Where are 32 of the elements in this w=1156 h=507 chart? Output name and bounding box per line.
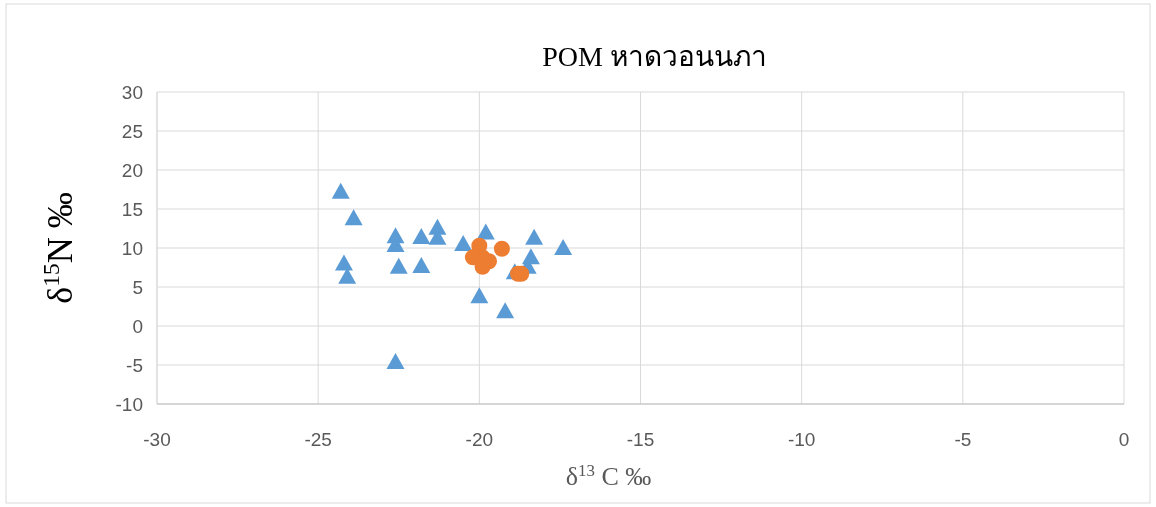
x-tick-label: -20 (465, 429, 494, 450)
point (412, 228, 431, 245)
point (470, 287, 489, 304)
chart-title: POM หาดวอนนภา (542, 41, 767, 72)
point (386, 352, 405, 369)
y-tick-label: 0 (132, 316, 143, 337)
point (454, 235, 473, 252)
point (525, 228, 544, 245)
x-axis-title: δ$^{13}$ C ‰ (565, 460, 652, 491)
point (496, 302, 515, 319)
y-tick-label: -5 (126, 355, 143, 376)
point (344, 209, 363, 226)
point (331, 182, 350, 199)
y-tick-label: 25 (121, 121, 143, 142)
y-tick-label: 10 (121, 238, 143, 259)
x-tick-label: -30 (143, 429, 171, 450)
y-tick-label: 30 (121, 82, 143, 103)
y-tick-label: 15 (121, 199, 143, 220)
point (554, 239, 573, 255)
point (476, 223, 495, 240)
y-tick-label: 5 (132, 277, 143, 298)
y-tick-label: -10 (115, 394, 143, 415)
point (389, 257, 408, 274)
x-tick-label: -5 (954, 429, 972, 450)
x-tick-label: -15 (626, 429, 655, 450)
point (412, 256, 431, 273)
point (334, 254, 353, 271)
x-tick-label: -25 (304, 429, 332, 450)
y-tick-label: 20 (121, 160, 143, 181)
x-tick-label: 0 (1118, 429, 1130, 450)
x-tick-label: -10 (787, 429, 816, 450)
point (493, 240, 510, 257)
